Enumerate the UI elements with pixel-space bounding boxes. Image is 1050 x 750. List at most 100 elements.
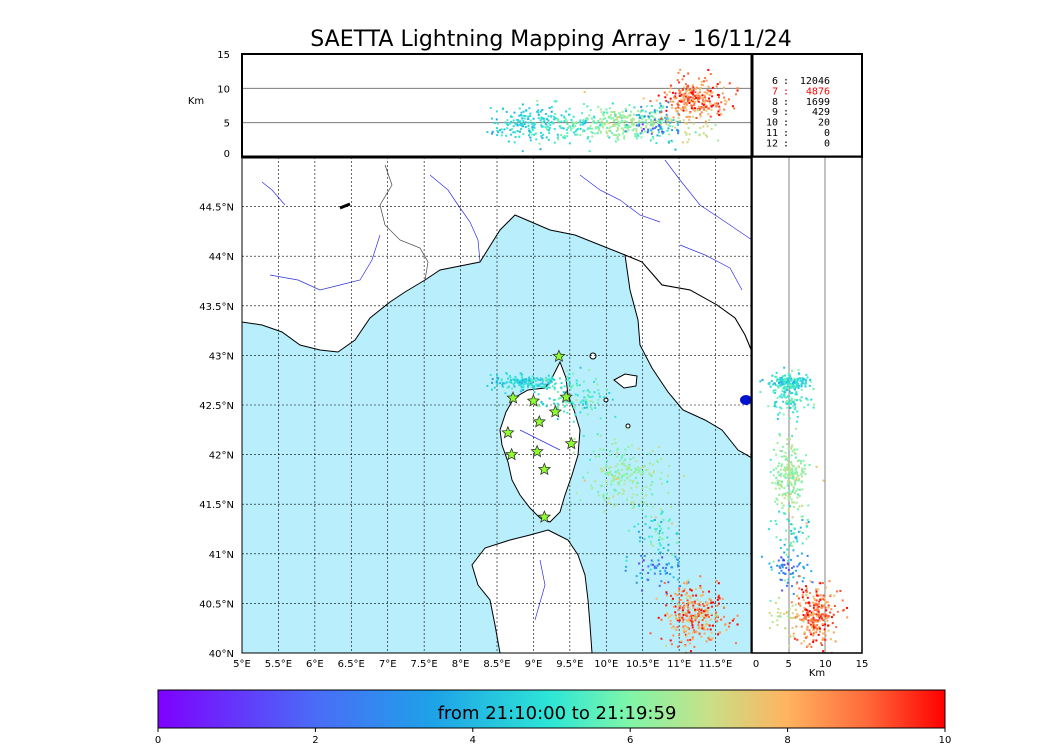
map-lightning-point [727,625,730,628]
side-lightning-point [810,620,813,623]
map-lightning-point [574,393,577,396]
land-sardinia [471,529,593,653]
map-lightning-point [606,388,609,391]
altitude-lightning-point [521,150,524,153]
side-lightning-point [778,572,781,575]
map-lightning-point [546,386,549,389]
altitude-lightning-point [678,92,681,95]
altitude-lightning-point [705,109,708,112]
side-lightning-point [774,389,777,392]
altitude-lightning-point [553,118,556,121]
side-lightning-point [772,560,775,563]
station-star [530,444,544,458]
altitude-lightning-point [647,115,650,118]
side-lightning-point [777,470,780,473]
side-lightning-point [842,609,845,612]
map-lightning-point [616,477,619,480]
altitude-lightning-point [626,126,629,129]
side-lightning-point [812,604,815,607]
map-lightning-point [521,373,524,376]
map-lightning-point [656,459,659,462]
side-lightning-point [780,579,783,582]
side-lightning-point [784,492,787,495]
altitude-lightning-point [560,127,563,130]
side-lightning-point [800,470,803,473]
side-lightning-point [803,464,806,467]
side-lightning-point [787,377,790,380]
map-lightning-point [696,599,699,602]
map-lightning-point [635,575,638,578]
altitude-lightning-point [490,117,493,120]
map-lightning-point [659,570,662,573]
map-lightning-point [606,471,609,474]
side-lightning-point [784,451,787,454]
side-lightning-point [775,405,778,408]
station-count-stations: 12 [766,138,778,149]
side-lightning-point [805,585,808,588]
altitude-lightning-point [632,124,635,127]
station-count-value: 20 [818,118,830,129]
side-lightning-point [823,638,826,641]
station-star [537,510,552,523]
altitude-lightning-point [637,135,640,138]
side-lightning-point [789,374,792,377]
map-lightning-point [632,505,635,508]
altitude-lightning-point [666,117,669,120]
altitude-lightning-point [678,95,681,98]
side-lightning-point [793,384,796,387]
altitude-lightning-point [701,102,704,105]
altitude-lightning-point [621,132,624,135]
map-lightning-point [689,638,692,641]
altitude-lightning-point [688,115,691,118]
altitude-lightning-point [706,125,709,128]
altitude-lightning-point [688,118,691,121]
altitude-lightning-point [610,117,613,120]
map-lightning-point [525,382,528,385]
altitude-lightning-point [491,130,494,133]
altitude-lightning-point [579,123,582,126]
map-lightning-point [514,378,517,381]
side-lightning-point [816,615,819,618]
altitude-lightning-point [618,111,621,114]
altitude-lightning-point [699,106,702,109]
map-lightning-point [615,455,618,458]
map-lightning-point [606,483,609,486]
map-lightning-point [651,463,654,466]
altitude-lightning-point [688,88,691,91]
altitude-lightning-point [710,127,713,130]
altitude-tick-label: 10 [217,84,230,95]
side-lightning-point [787,578,790,581]
map-lightning-point [688,618,691,621]
map-lightning-point [521,382,524,385]
altitude-lightning-point [672,100,675,103]
altitude-lightning-point [621,127,624,130]
altitude-lightning-point [564,118,567,121]
side-lightning-point [807,504,810,507]
map-lightning-point [651,481,654,484]
altitude-lightning-point [671,140,674,143]
side-lightning-point [781,506,784,509]
map-lightning-point [513,385,516,388]
side-lightning-point [770,379,773,382]
altitude-lightning-point [528,107,531,110]
map-lightning-point [695,616,698,619]
map-lightning-point [605,472,608,475]
altitude-lightning-point [547,115,550,118]
altitude-lightning-point [703,91,706,94]
lon-tick-label: 5°E [233,659,251,670]
altitude-lightning-point [676,106,679,109]
map-lightning-point [714,618,717,621]
altitude-lightning-point [532,117,535,120]
altitude-lightning-point [513,141,516,144]
map-lightning-point [630,473,633,476]
altitude-lightning-point [529,112,532,115]
station-count-value: 12046 [800,76,830,87]
side-lightning-point [807,520,810,523]
side-lightning-point [798,488,801,491]
station-count-separator: : [783,107,789,118]
map-lightning-point [603,510,606,513]
station-star [552,349,566,363]
altitude-lightning-point [532,124,535,127]
side-lightning-point [785,612,788,615]
side-lightning-point [803,567,806,570]
